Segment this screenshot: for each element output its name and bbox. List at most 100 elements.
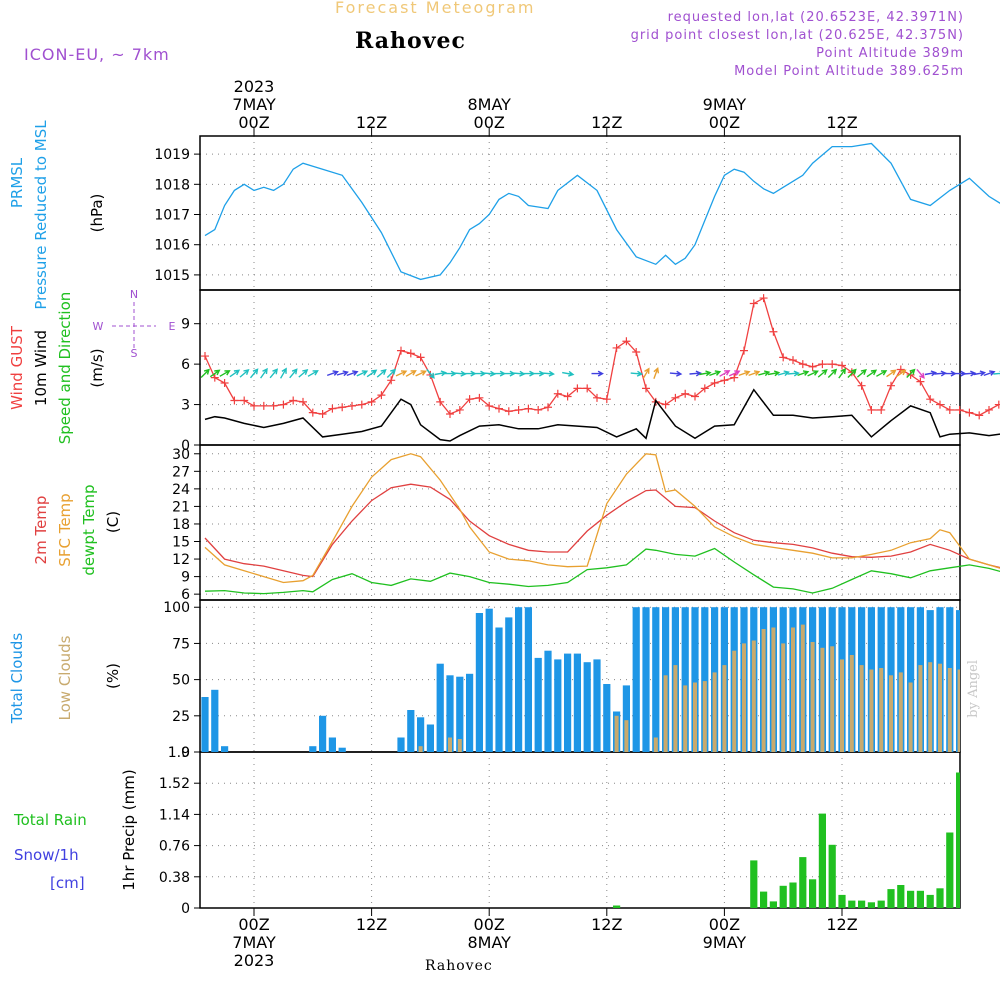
total-cloud-bar <box>426 724 434 752</box>
compass-n: N <box>130 288 138 301</box>
gust-marker <box>994 400 1000 409</box>
wind-arrow <box>444 370 457 377</box>
ytick-label: 0 <box>181 901 190 917</box>
precip-bar <box>956 772 960 908</box>
series-precip <box>613 772 960 908</box>
precip-bar <box>897 885 905 908</box>
total-cloud-bar <box>544 650 552 752</box>
precip-bar <box>750 860 758 908</box>
ytick-label: 75 <box>172 636 190 652</box>
gust-marker <box>220 379 229 387</box>
ylabel-unit-precip: 1hr Precip (mm) <box>120 769 138 890</box>
gust-marker <box>896 365 905 374</box>
bottom-time-label: 00Z <box>238 915 269 934</box>
wind-arrow <box>249 368 259 379</box>
wind-arrow <box>454 370 467 377</box>
gust-marker <box>965 408 974 417</box>
ylabel-wind-gust: Wind GUST <box>8 325 26 410</box>
wind-arrow <box>395 370 408 377</box>
ytick-label: 25 <box>172 709 190 725</box>
low-cloud-bar <box>947 668 952 752</box>
location-name: Rahovec <box>355 28 466 54</box>
total-cloud-bar <box>505 617 513 752</box>
wind-arrow <box>728 370 741 377</box>
ytick-label: 1.14 <box>159 807 190 823</box>
gust-marker <box>887 381 895 390</box>
gust-marker <box>602 395 611 404</box>
bottom-date-label: 9MAY <box>703 933 747 952</box>
gust-marker <box>926 395 935 404</box>
precip-bar <box>779 885 787 908</box>
sfc-temp-line <box>204 453 1000 584</box>
wind-arrow <box>973 370 987 377</box>
ylabel-pressure: Pressure Reduced to MSL <box>32 120 50 310</box>
low-cloud-bar <box>800 624 805 752</box>
legend-snow-unit: [cm] <box>50 874 85 892</box>
precip-bar <box>799 857 807 908</box>
precip-bar <box>946 832 954 908</box>
low-cloud-bar <box>938 663 942 752</box>
total-cloud-bar <box>632 607 640 752</box>
point-altitude: Point Altitude 389m <box>816 46 964 61</box>
gust-marker <box>573 384 582 393</box>
wind-arrow <box>963 370 977 377</box>
low-cloud-bar <box>457 739 462 752</box>
gust-marker <box>318 410 327 418</box>
gust-marker <box>730 373 739 382</box>
precip-bar <box>838 894 846 908</box>
gust-marker <box>985 405 993 414</box>
precip-bar <box>916 890 924 908</box>
top-time-label: 12Z <box>356 113 387 132</box>
gust-marker <box>691 392 699 401</box>
low-cloud-bar <box>889 675 893 752</box>
gust-marker <box>504 407 513 416</box>
wind-arrow <box>386 368 397 378</box>
low-cloud-bar <box>702 681 707 752</box>
gust-marker <box>671 393 680 402</box>
compass-e: E <box>169 320 176 333</box>
gust-marker <box>749 299 758 308</box>
bottom-time-label: 00Z <box>474 915 505 934</box>
total-cloud-bar <box>417 717 425 752</box>
gust-marker <box>279 400 288 409</box>
wind-arrow <box>200 368 210 378</box>
total-cloud-bar <box>466 673 474 752</box>
model-label: ICON-EU, ~ 7km <box>24 45 170 64</box>
grid-point-coordinates: grid point closest lon,lat (20.625E, 42.… <box>630 28 964 43</box>
total-cloud-bar <box>622 685 630 752</box>
wind-arrow <box>669 370 683 377</box>
wind-arrow <box>522 370 536 377</box>
low-cloud-bar <box>624 720 629 752</box>
wind-arrow <box>562 370 575 377</box>
low-cloud-bar <box>869 669 874 752</box>
ylabel-unit-c: (C) <box>104 511 122 533</box>
gust-marker <box>877 405 886 414</box>
low-cloud-bar <box>771 627 776 752</box>
series-total-clouds <box>201 607 960 752</box>
wind-arrow <box>298 369 309 378</box>
gust-marker <box>808 362 817 371</box>
total-cloud-bar <box>436 663 444 752</box>
low-cloud-bar <box>898 672 903 752</box>
ytick-label: 3 <box>181 398 190 414</box>
gust-marker <box>436 397 445 406</box>
wind-arrow <box>944 370 957 377</box>
low-cloud-bar <box>732 650 737 752</box>
low-cloud-bar <box>712 672 717 752</box>
wind-arrow <box>993 370 1000 376</box>
total-cloud-bar <box>907 607 915 752</box>
ylabel-dewpt-temp: dewpt Temp <box>80 484 98 575</box>
wind-arrow <box>503 370 516 377</box>
2m-temp-line <box>204 483 1000 578</box>
total-cloud-bar <box>564 653 572 752</box>
ytick-label: 15 <box>172 535 190 551</box>
gust-marker <box>563 392 572 401</box>
wind-arrow <box>493 370 506 377</box>
series-sfc-temp <box>204 453 1000 584</box>
gust-marker <box>495 404 503 413</box>
total-cloud-bar <box>328 737 336 752</box>
wind-arrow <box>738 370 751 377</box>
total-cloud-bar <box>397 737 405 752</box>
gust-marker <box>357 400 366 409</box>
